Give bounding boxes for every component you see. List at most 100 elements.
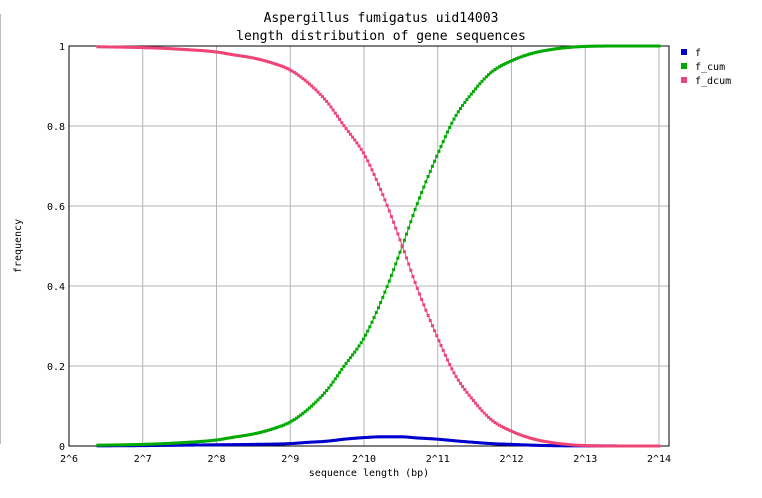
data-point — [623, 44, 626, 48]
data-point — [625, 44, 629, 48]
data-point — [547, 440, 551, 444]
data-point — [133, 45, 137, 49]
data-point — [327, 102, 331, 106]
data-point — [202, 49, 206, 53]
data-point — [424, 437, 428, 440]
data-point — [532, 437, 536, 441]
data-point — [232, 443, 236, 447]
data-point — [314, 400, 318, 404]
data-point — [249, 432, 253, 436]
data-point — [379, 187, 383, 191]
y-tick-label: 1 — [59, 42, 65, 53]
x-tick-label: 2^11 — [426, 454, 450, 465]
data-point — [489, 442, 493, 445]
data-point — [135, 45, 139, 49]
data-point — [159, 442, 162, 446]
data-point — [266, 442, 270, 446]
data-point — [433, 329, 437, 333]
data-point — [182, 441, 186, 444]
data-point — [193, 443, 197, 447]
data-point — [506, 428, 510, 432]
data-point — [437, 149, 441, 153]
data-point — [353, 436, 357, 440]
data-point — [172, 443, 175, 447]
data-point — [482, 441, 486, 445]
data-point — [271, 61, 275, 65]
data-point — [338, 117, 342, 121]
data-point — [288, 68, 292, 72]
data-point — [566, 443, 570, 446]
data-point — [269, 60, 273, 64]
data-point — [282, 423, 285, 427]
data-point — [579, 443, 583, 447]
data-point — [279, 64, 283, 68]
data-point — [452, 117, 456, 121]
x-tick-label: 2^12 — [499, 454, 523, 465]
data-point — [271, 442, 275, 446]
data-point — [195, 443, 199, 447]
data-point — [143, 46, 147, 50]
data-point — [500, 424, 503, 428]
data-point — [508, 442, 512, 446]
data-point — [631, 44, 635, 48]
data-point — [497, 423, 501, 427]
data-point — [443, 438, 447, 442]
data-point — [418, 436, 421, 440]
data-point — [189, 48, 193, 52]
data-point — [327, 439, 331, 443]
data-point — [474, 441, 478, 444]
data-point — [655, 44, 659, 48]
data-point — [184, 443, 188, 447]
data-point — [517, 56, 521, 60]
grid-lines — [68, 45, 669, 447]
data-point — [139, 46, 143, 50]
data-point — [275, 426, 279, 429]
data-point — [141, 46, 145, 50]
data-point — [128, 45, 132, 49]
data-point — [523, 54, 527, 57]
data-point — [536, 443, 540, 447]
data-point — [210, 443, 214, 447]
data-point — [249, 442, 253, 446]
data-point — [377, 435, 380, 439]
data-point — [398, 435, 402, 439]
data-point — [225, 443, 229, 447]
data-point — [556, 47, 560, 51]
data-point — [215, 438, 219, 442]
data-point — [113, 45, 117, 49]
data-point — [210, 50, 214, 53]
data-point — [633, 44, 637, 48]
data-point — [165, 442, 169, 445]
data-point — [232, 435, 236, 439]
data-point — [204, 49, 208, 53]
data-point — [420, 298, 424, 301]
data-point — [469, 92, 473, 96]
data-point — [383, 290, 387, 294]
data-point — [200, 439, 203, 443]
data-point — [174, 443, 178, 447]
data-point — [506, 442, 510, 446]
data-point — [454, 113, 458, 117]
data-point — [465, 440, 469, 444]
data-point — [573, 45, 577, 49]
data-point — [426, 437, 430, 441]
data-point — [519, 443, 523, 447]
data-point — [648, 444, 652, 448]
data-point — [586, 44, 590, 48]
data-point — [616, 444, 620, 448]
data-point — [232, 53, 236, 57]
data-point — [292, 70, 296, 74]
data-point — [504, 61, 508, 65]
data-point — [424, 180, 428, 184]
data-point — [612, 44, 616, 48]
data-point — [299, 413, 303, 417]
data-point — [420, 436, 424, 440]
data-point — [182, 443, 186, 447]
data-point — [249, 56, 253, 60]
data-point — [482, 77, 486, 81]
data-point — [279, 442, 283, 446]
data-point — [260, 58, 264, 62]
data-point — [273, 62, 277, 66]
y-tick-label: 0 — [59, 442, 65, 453]
data-point — [409, 220, 413, 224]
